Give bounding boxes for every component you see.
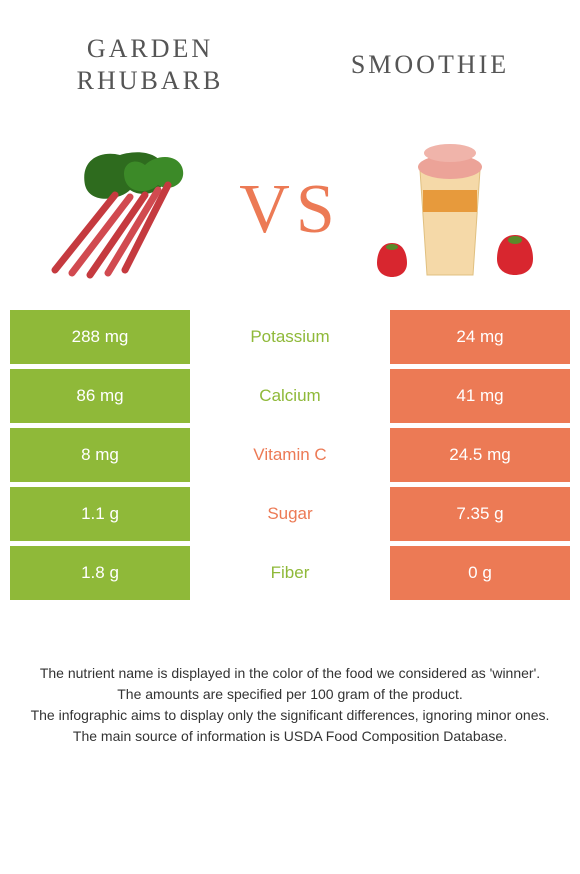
footer-line: The main source of information is USDA F… [73,726,507,747]
table-row: 1.8 gFiber0 g [10,546,570,600]
cell-nutrient-label: Fiber [190,546,390,600]
nutrient-table: 288 mgPotassium24 mg86 mgCalcium41 mg8 m… [0,310,580,605]
title-row: GARDENRHUBARB SMOOTHIE [0,0,580,110]
hero-right [351,135,560,285]
cell-left-value: 1.8 g [10,546,190,600]
smoothie-icon [365,135,545,285]
title-right-text: SMOOTHIE [351,49,509,82]
footer-line: The amounts are specified per 100 gram o… [117,684,463,705]
cell-left-value: 1.1 g [10,487,190,541]
table-row: 288 mgPotassium24 mg [10,310,570,364]
cell-right-value: 0 g [390,546,570,600]
cell-right-value: 24.5 mg [390,428,570,482]
table-row: 8 mgVitamin C24.5 mg [10,428,570,482]
cell-left-value: 8 mg [10,428,190,482]
cell-nutrient-label: Calcium [190,369,390,423]
cell-nutrient-label: Sugar [190,487,390,541]
table-row: 1.1 gSugar7.35 g [10,487,570,541]
footer-notes: The nutrient name is displayed in the co… [0,605,580,874]
vs-text: VS [239,171,340,248]
cell-nutrient-label: Vitamin C [190,428,390,482]
cell-right-value: 7.35 g [390,487,570,541]
title-right: SMOOTHIE [290,20,570,110]
hero-row: VS [0,110,580,310]
hero-left [20,140,229,280]
table-row: 86 mgCalcium41 mg [10,369,570,423]
vs-label: VS [229,170,350,250]
cell-left-value: 288 mg [10,310,190,364]
cell-left-value: 86 mg [10,369,190,423]
cell-nutrient-label: Potassium [190,310,390,364]
cell-right-value: 41 mg [390,369,570,423]
cell-right-value: 24 mg [390,310,570,364]
rhubarb-icon [40,140,210,280]
footer-line: The nutrient name is displayed in the co… [40,663,540,684]
title-left: GARDENRHUBARB [10,20,290,110]
footer-line: The infographic aims to display only the… [31,705,550,726]
title-left-text: GARDENRHUBARB [77,33,224,98]
